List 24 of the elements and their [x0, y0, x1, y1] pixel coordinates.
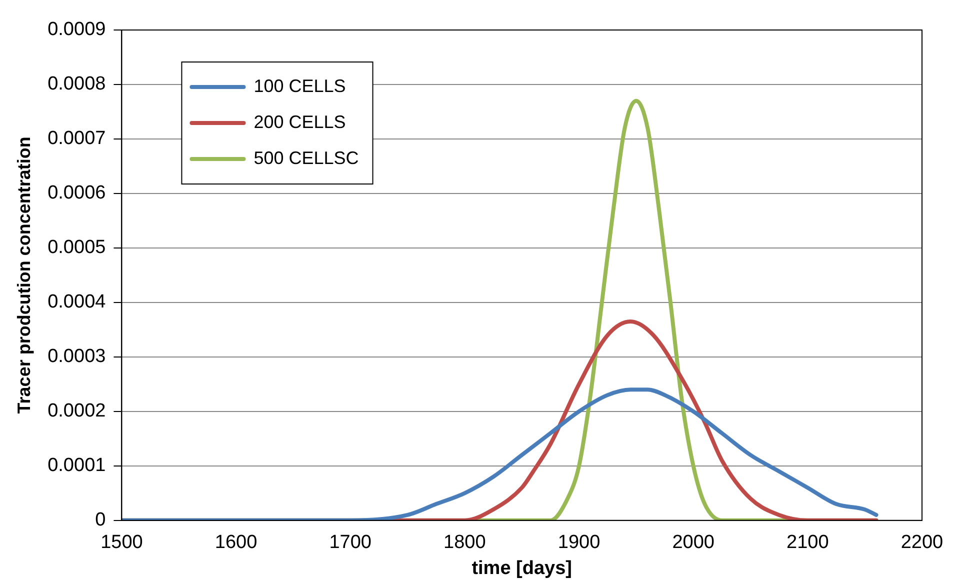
- line-series: [122, 388, 878, 520]
- legend-label: 500 CELLSC: [254, 148, 359, 168]
- y-tick-label: 0.0002: [48, 400, 106, 422]
- y-tick-label: 0: [95, 510, 106, 531]
- y-tick-label: 0.0003: [48, 346, 106, 368]
- y-tick-label: 0.0001: [48, 455, 106, 476]
- x-tick-label: 2100: [786, 532, 829, 554]
- x-tick-label: 2200: [900, 532, 944, 554]
- x-tick-label: 1800: [444, 532, 486, 554]
- y-tick-label: 0.0008: [48, 74, 106, 95]
- y-tick-label: 0.0006: [48, 182, 106, 204]
- x-tick-label: 1700: [329, 532, 372, 554]
- legend-label: 200 CELLS: [254, 112, 346, 132]
- y-tick-label: 0.0009: [48, 19, 106, 40]
- x-tick-label: 1900: [558, 532, 600, 554]
- y-axis-title: Tracer prodcution concentration: [14, 136, 34, 414]
- x-tick-label: 1500: [100, 532, 143, 554]
- x-tick-label: 2000: [672, 532, 714, 554]
- y-tick-label: 0.0005: [48, 237, 106, 258]
- legend-label: 100 CELLS: [254, 76, 346, 96]
- x-axis-title: time [days]: [472, 558, 572, 579]
- y-tick-label: 0.0004: [48, 292, 106, 313]
- x-tick-label: 1600: [214, 532, 258, 554]
- y-tick-label: 0.0007: [48, 128, 106, 150]
